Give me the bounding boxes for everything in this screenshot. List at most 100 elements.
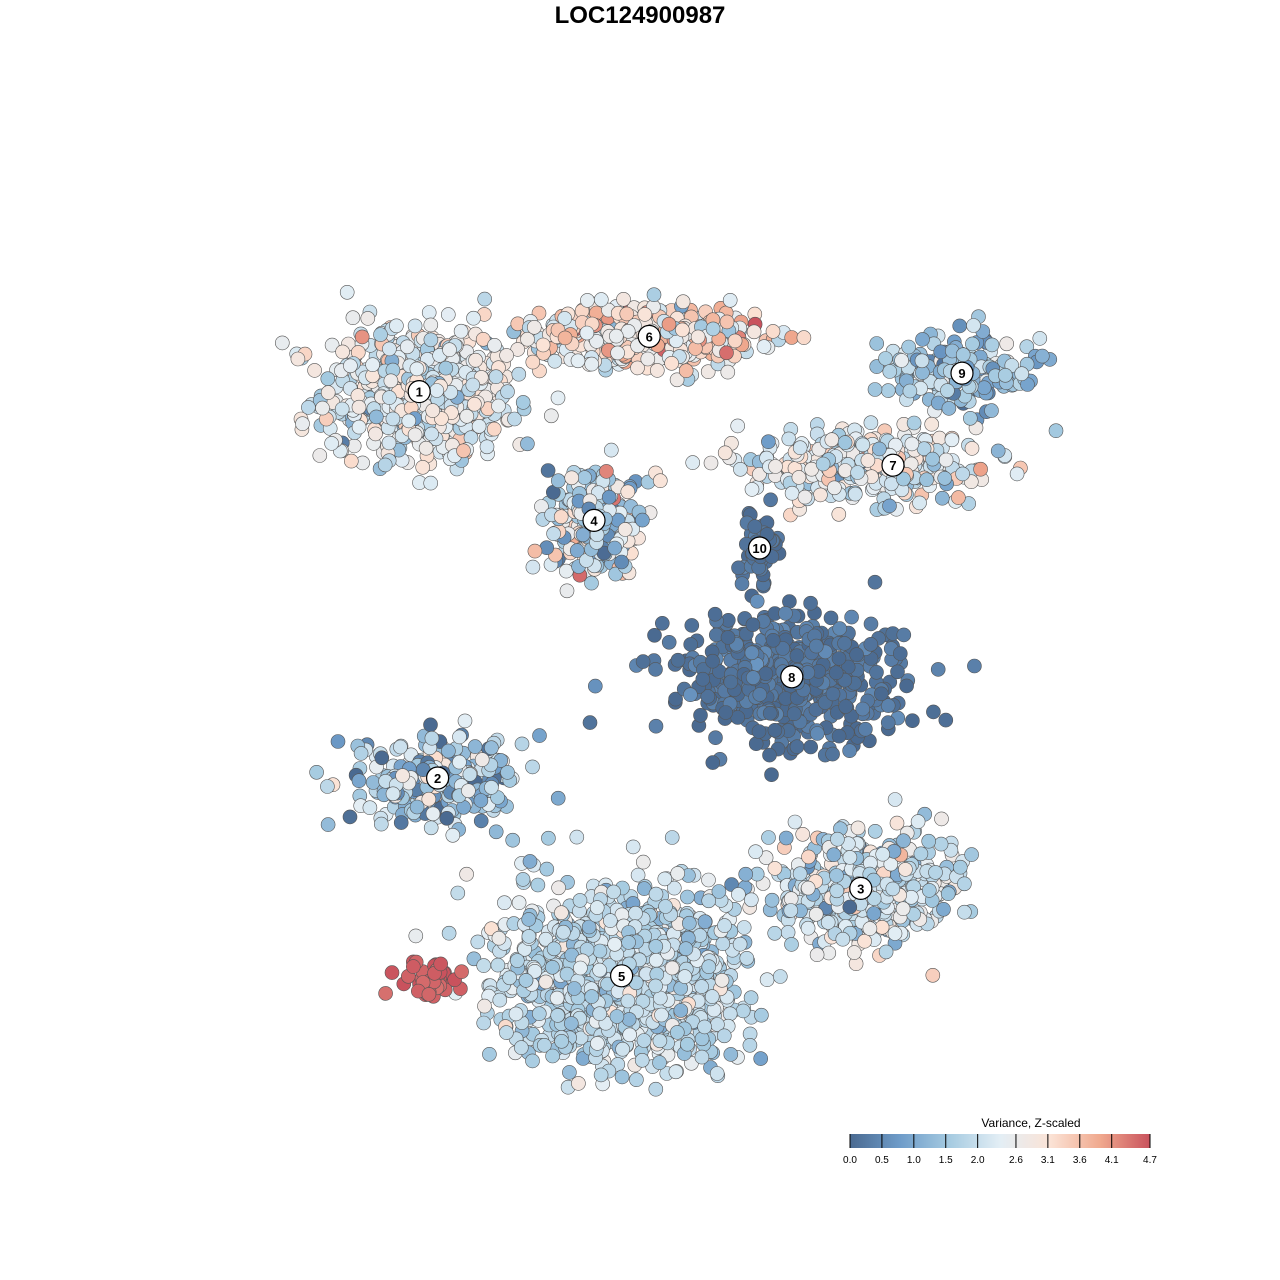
data-point (835, 931, 851, 947)
data-point (509, 953, 525, 968)
data-point (389, 318, 404, 334)
data-point (933, 836, 949, 852)
data-point (648, 718, 664, 734)
data-point (471, 418, 487, 434)
data-point (735, 1003, 751, 1019)
cluster-label-text: 7 (889, 458, 896, 473)
data-point (423, 475, 439, 491)
data-point (664, 355, 679, 371)
legend-title: Variance, Z-scaled (981, 1116, 1080, 1130)
data-point (669, 1025, 685, 1040)
data-point (763, 492, 778, 508)
data-point (395, 768, 410, 783)
data-point (984, 337, 1000, 353)
data-point (837, 636, 852, 651)
data-point (670, 866, 686, 881)
data-point (955, 347, 971, 363)
data-point (928, 865, 943, 880)
data-point (571, 1076, 586, 1091)
data-point (477, 291, 493, 307)
data-point (867, 574, 883, 590)
data-point (360, 311, 376, 326)
data-point (351, 399, 367, 415)
data-point (492, 992, 508, 1008)
data-point (709, 1066, 725, 1081)
data-point (408, 928, 424, 944)
data-point (607, 540, 623, 556)
data-point (925, 451, 940, 467)
data-point (874, 919, 890, 935)
data-point (354, 329, 370, 345)
data-point (871, 441, 887, 457)
data-point (964, 441, 980, 456)
data-point (742, 1038, 758, 1053)
data-point (415, 459, 431, 475)
data-point (564, 470, 580, 486)
data-point (882, 364, 898, 379)
data-point (683, 687, 698, 703)
data-point (675, 294, 691, 310)
data-point (608, 328, 624, 344)
data-point (486, 421, 502, 437)
data-point (700, 364, 716, 380)
data-point (831, 728, 847, 744)
data-point (808, 638, 824, 654)
data-point (752, 687, 768, 702)
data-point (648, 1081, 664, 1097)
data-point (680, 1036, 695, 1052)
data-point (320, 385, 336, 400)
data-point (607, 936, 623, 952)
data-point (997, 367, 1013, 383)
data-point (569, 829, 585, 845)
data-point (522, 854, 538, 869)
data-point (508, 1006, 524, 1022)
data-point (801, 849, 816, 865)
data-point (936, 901, 951, 917)
data-point (320, 779, 335, 794)
data-point (554, 905, 569, 921)
data-point (621, 1012, 637, 1027)
data-point (550, 390, 566, 406)
data-point (921, 883, 937, 898)
data-point (551, 880, 566, 896)
data-point (382, 390, 397, 405)
data-point (330, 734, 346, 749)
data-point (791, 470, 807, 485)
data-point (661, 316, 677, 332)
data-point (787, 814, 803, 830)
data-point (964, 847, 979, 862)
data-point (678, 941, 694, 957)
data-point (301, 400, 316, 415)
data-point (343, 358, 358, 374)
data-point (484, 740, 499, 756)
data-point (307, 363, 322, 378)
cluster-label-text: 2 (434, 771, 441, 786)
data-point (353, 746, 369, 761)
data-point (951, 490, 966, 505)
data-point (452, 729, 467, 745)
data-point (465, 377, 481, 393)
cluster-label-text: 1 (416, 385, 423, 400)
data-point (896, 627, 912, 643)
data-point (590, 1036, 605, 1051)
data-point (842, 743, 857, 759)
data-point (664, 830, 680, 845)
data-point (707, 606, 723, 622)
data-point (716, 1028, 732, 1044)
data-point (866, 906, 882, 921)
data-point (629, 1072, 644, 1087)
data-point (553, 509, 569, 525)
data-point (547, 353, 563, 369)
data-point (584, 989, 600, 1004)
data-point (731, 887, 746, 902)
data-point (701, 959, 717, 975)
data-point (733, 461, 748, 477)
data-point (461, 783, 476, 799)
data-point (459, 866, 474, 882)
data-point (723, 1047, 739, 1062)
data-point (628, 905, 643, 921)
data-point (499, 348, 514, 363)
data-point (342, 809, 358, 825)
data-point (295, 416, 310, 432)
data-point (842, 850, 858, 865)
